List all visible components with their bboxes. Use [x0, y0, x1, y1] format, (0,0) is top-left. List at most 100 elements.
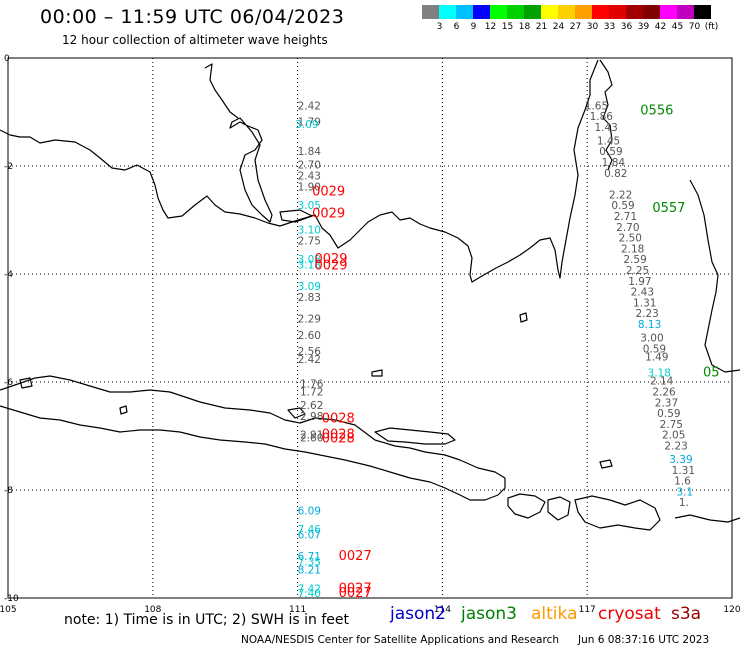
wave-height-value: 0.59 — [599, 146, 622, 158]
wave-height-value: 3.18 — [648, 368, 671, 380]
wave-height-value: 2.42 — [298, 354, 321, 366]
coastline — [0, 59, 740, 531]
legend-label: 42 — [654, 22, 667, 32]
wave-height-value: 2.83 — [298, 292, 321, 304]
madura-coast — [374, 427, 456, 445]
belitung-coast — [229, 117, 273, 223]
wave-height-value: 7.42 — [298, 584, 321, 596]
wave-height-value: 2.22 — [609, 189, 632, 201]
island — [519, 312, 528, 323]
y-tick-label: -2 — [4, 162, 13, 172]
wave-height-value: 2.23 — [664, 441, 687, 453]
footer-timestamp: Jun 6 08:37:16 UTC 2023 — [578, 634, 710, 646]
pass-time-label: 05 — [703, 366, 720, 381]
sat-jason3: jason3 — [461, 604, 517, 624]
bali-coast — [507, 493, 546, 519]
sumbawa-coast — [574, 495, 661, 531]
sulawesi-coast-2 — [689, 179, 740, 373]
legend-swatch — [643, 5, 660, 19]
wave-height-value: 3.09 — [298, 281, 321, 293]
wave-height-value: 6.71 — [298, 551, 321, 563]
island — [371, 369, 383, 377]
y-tick-label: -4 — [4, 270, 13, 280]
wave-height-value: 2.43 — [298, 171, 321, 183]
wave-height-value: 1.72 — [300, 387, 323, 399]
wave-height-value: 1.97 — [628, 276, 651, 288]
wave-height-value: 6.09 — [298, 505, 321, 517]
wave-height-value: 2.62 — [300, 400, 323, 412]
wave-height-value: 1.84 — [602, 157, 626, 169]
island — [19, 377, 33, 389]
pass-time-label: 0027 — [339, 582, 372, 597]
pass-time-label: 0028 — [322, 412, 355, 427]
wave-height-value: 2.75 — [298, 235, 321, 247]
y-tick-label: -6 — [4, 378, 13, 388]
legend-swatch — [541, 5, 558, 19]
wave-height-value: 2.70 — [616, 222, 639, 234]
footer-credit: NOAA/NESDIS Center for Satellite Applica… — [241, 634, 559, 646]
legend-swatch — [558, 5, 575, 19]
island — [279, 209, 313, 223]
sat-s3a: s3a — [671, 604, 702, 624]
pass-time-label: 0027 — [339, 549, 372, 564]
legend-label: 24 — [552, 22, 565, 32]
wave-height-value: 3.09 — [295, 119, 318, 131]
lombok-coast — [547, 496, 571, 521]
legend-swatch — [694, 5, 711, 19]
wave-height-value: 3.05 — [298, 200, 321, 212]
wave-height-value: 2.14 — [650, 376, 674, 388]
sat-altika: altika — [531, 604, 578, 624]
bangka-coast — [204, 63, 239, 119]
x-tick-label: 114 — [434, 605, 451, 615]
wave-height-value: 1.45 — [597, 135, 620, 147]
wave-height-value: 2.37 — [655, 397, 678, 409]
axis-labels: 105 108 111 114 117 120 0 -2 -4 -6 -8 -10 — [0, 54, 740, 615]
pass-time-label: 0028 — [322, 431, 355, 446]
wave-height-value: 2.71 — [614, 211, 637, 223]
wave-height-value: 2.29 — [298, 314, 321, 326]
legend-label: 6 — [453, 22, 460, 32]
x-tick-label: 117 — [579, 605, 596, 615]
legend-unit: (ft) — [704, 22, 719, 32]
wave-height-value: 2.60 — [300, 432, 323, 444]
pass-time-label: 0029 — [312, 185, 345, 200]
wave-height-value: 2.25 — [626, 265, 649, 277]
wave-height-value: 3.08 — [298, 254, 321, 266]
wave-height-value: 3.1 — [676, 486, 693, 498]
flores-coast — [674, 514, 740, 523]
wave-height-value: 1.49 — [645, 351, 668, 363]
wave-height-readings: 2.421.793.091.842.702.431.903.053.102.75… — [295, 100, 695, 600]
island — [599, 459, 613, 469]
wave-height-value: 1.31 — [633, 297, 656, 309]
note-text: note: 1) Time is in UTC; 2) SWH is in fe… — [64, 612, 350, 628]
legend-label: 15 — [501, 22, 514, 32]
pass-time-labels: 0029002900290029002800280028002700270027… — [312, 104, 720, 601]
legend-swatch — [456, 5, 473, 19]
y-tick-label: -10 — [4, 594, 19, 604]
wave-height-value: 7.46 — [298, 524, 322, 536]
x-tick-label: 111 — [289, 605, 306, 615]
wave-height-value: 2.60 — [298, 330, 321, 342]
sat-cryosat: cryosat — [598, 604, 661, 624]
page-subtitle: 12 hour collection of altimeter wave hei… — [62, 33, 328, 47]
legend-label: 39 — [637, 22, 650, 32]
legend-label: 45 — [671, 22, 684, 32]
wave-height-value: 8.21 — [298, 565, 321, 577]
wave-height-value: 2.98 — [300, 411, 323, 423]
wave-height-value: 2.50 — [619, 233, 642, 245]
wave-height-value: 1.90 — [298, 181, 321, 193]
wave-height-value: 1. — [679, 497, 689, 509]
pass-time-label: 0029 — [312, 206, 345, 221]
island — [119, 405, 128, 415]
legend-label: 3 — [436, 22, 443, 32]
wave-height-value: 0.59 — [657, 408, 680, 420]
legend-swatch — [575, 5, 592, 19]
wave-height-value: 7.40 — [298, 588, 321, 600]
plot-frame — [7, 57, 733, 599]
wave-height-value: 2.18 — [621, 243, 644, 255]
x-tick-label: 108 — [144, 605, 161, 615]
wave-height-value: 3.18 — [298, 260, 321, 272]
legend-label: 21 — [535, 22, 548, 32]
wave-height-value: 6.07 — [298, 530, 321, 542]
